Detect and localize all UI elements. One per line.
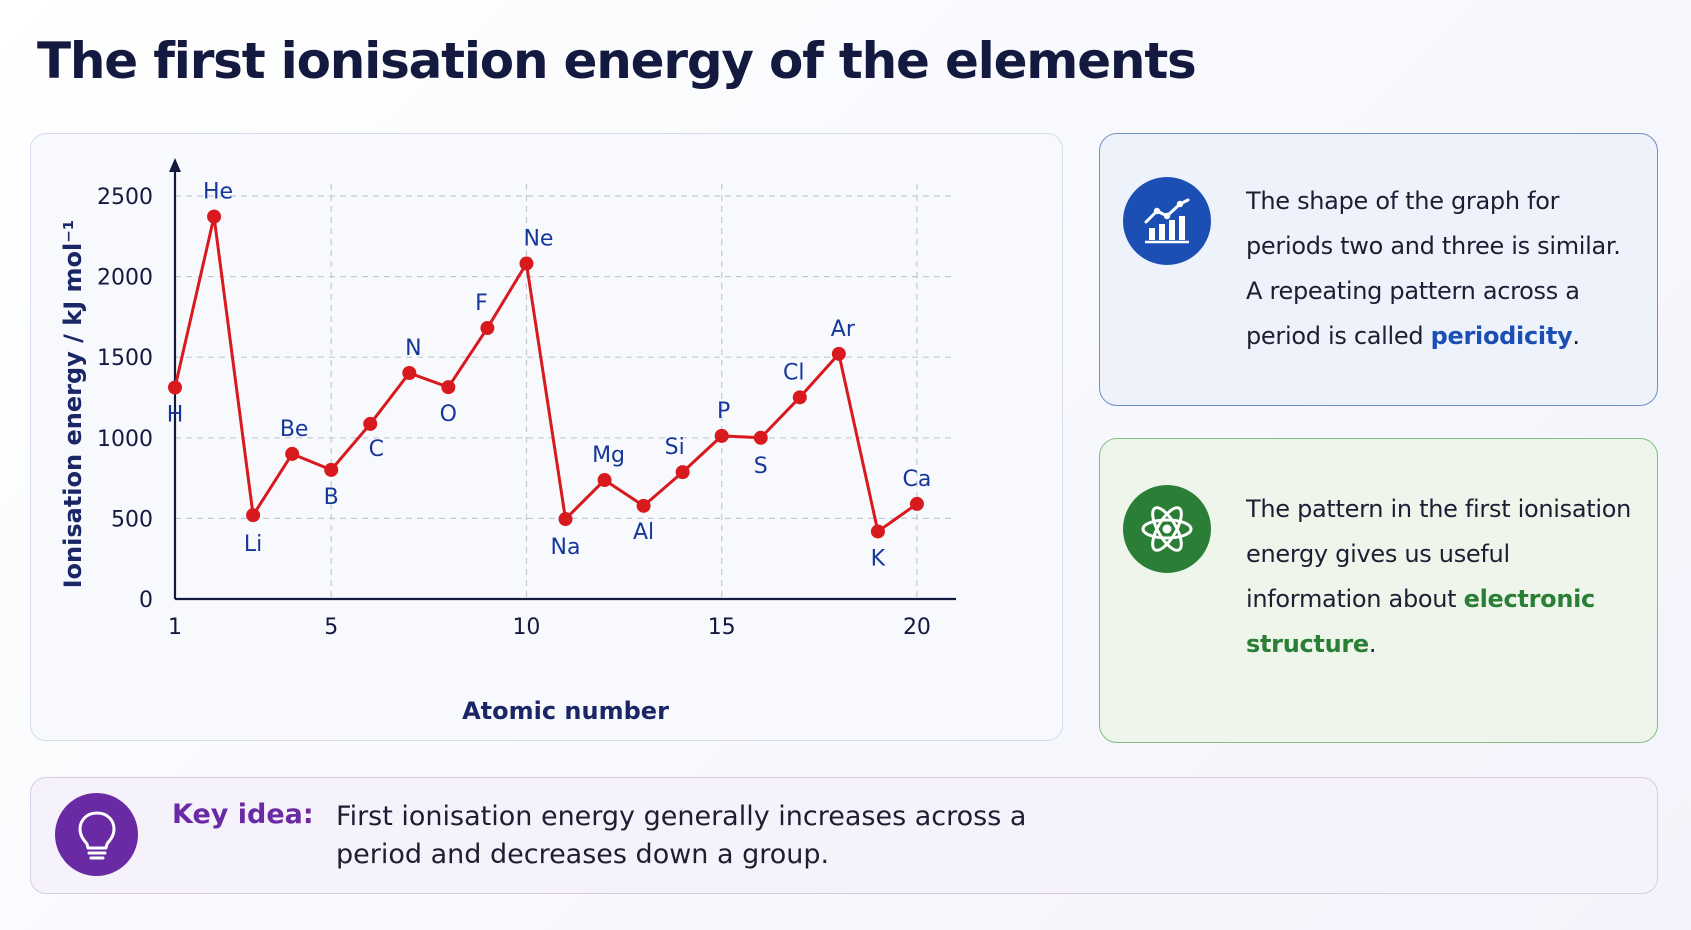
point-label: H — [167, 403, 184, 428]
data-point — [207, 209, 222, 224]
point-label: Cl — [783, 360, 804, 385]
data-point — [753, 430, 768, 445]
point-label: Be — [280, 417, 309, 442]
data-point — [441, 380, 456, 395]
periodicity-text: The shape of the graph for periods two a… — [1246, 187, 1621, 350]
y-tick-label: 0 — [139, 588, 153, 613]
data-point — [285, 446, 300, 461]
data-point — [870, 524, 885, 539]
x-axis-title: Atomic number — [462, 697, 669, 725]
x-tick-label: 20 — [903, 615, 931, 640]
data-point — [597, 473, 612, 488]
x-tick-label: 15 — [708, 615, 736, 640]
data-point — [363, 416, 378, 431]
point-label: B — [324, 485, 339, 510]
point-label: Al — [633, 520, 654, 545]
data-point — [168, 380, 182, 395]
point-label: K — [871, 546, 886, 571]
key-idea-label: Key idea: — [172, 799, 314, 830]
data-point — [246, 508, 261, 523]
data-point — [480, 321, 495, 336]
point-label: Si — [665, 435, 685, 460]
data-point — [636, 498, 651, 513]
lightbulb-icon — [55, 793, 138, 876]
key-idea-box: Key idea: First ionisation energy genera… — [30, 777, 1658, 894]
bar-chart-trend-icon — [1123, 177, 1211, 265]
data-point — [402, 365, 417, 380]
point-label: Ca — [903, 467, 932, 492]
data-point — [519, 256, 534, 271]
page-title: The first ionisation energy of the eleme… — [37, 32, 1197, 90]
y-tick-label: 2500 — [97, 185, 153, 210]
y-tick-label: 1000 — [97, 427, 153, 452]
x-tick-label: 10 — [512, 615, 540, 640]
periodicity-note: The shape of the graph for periods two a… — [1099, 133, 1658, 406]
ionisation-energy-line — [173, 215, 918, 533]
y-tick-label: 2000 — [97, 266, 153, 291]
point-label: N — [405, 336, 421, 361]
x-tick-label: 5 — [324, 615, 338, 640]
electronic-structure-highlight: electronic structure — [1246, 585, 1595, 658]
periodicity-highlight: periodicity — [1430, 322, 1573, 350]
y-axis-arrow — [169, 158, 181, 172]
x-tick-label: 1 — [168, 615, 182, 640]
data-point — [558, 512, 573, 527]
point-label: F — [475, 291, 488, 316]
point-label: O — [440, 402, 457, 427]
electronic-structure-note: The pattern in the first ionisation ener… — [1099, 438, 1658, 743]
data-point — [909, 496, 924, 511]
electronic-structure-text: The pattern in the first ionisation ener… — [1246, 495, 1632, 658]
y-axis-title: Ionisation energy / kJ mol⁻¹ — [59, 220, 87, 589]
point-label: C — [369, 437, 384, 462]
atom-icon — [1123, 485, 1211, 573]
data-point — [324, 462, 339, 477]
point-label: Ar — [831, 317, 856, 342]
point-label: S — [754, 454, 768, 479]
data-point — [831, 346, 846, 361]
point-label: He — [203, 180, 233, 205]
data-point — [792, 390, 807, 405]
point-label: Li — [244, 532, 262, 557]
point-label: P — [717, 399, 730, 424]
y-tick-label: 1500 — [97, 346, 153, 371]
y-tick-label: 500 — [111, 507, 153, 532]
data-point — [714, 428, 729, 443]
data-point — [675, 465, 690, 480]
point-label: Ne — [523, 227, 553, 252]
point-label: Mg — [592, 443, 625, 468]
point-label: Na — [551, 535, 581, 560]
chart-card: 0 500 1000 1500 2000 2500 1 5 10 15 20 Atomic numbe… — [30, 133, 1063, 741]
key-idea-text: First ionisation energy generally increa… — [336, 801, 1027, 870]
